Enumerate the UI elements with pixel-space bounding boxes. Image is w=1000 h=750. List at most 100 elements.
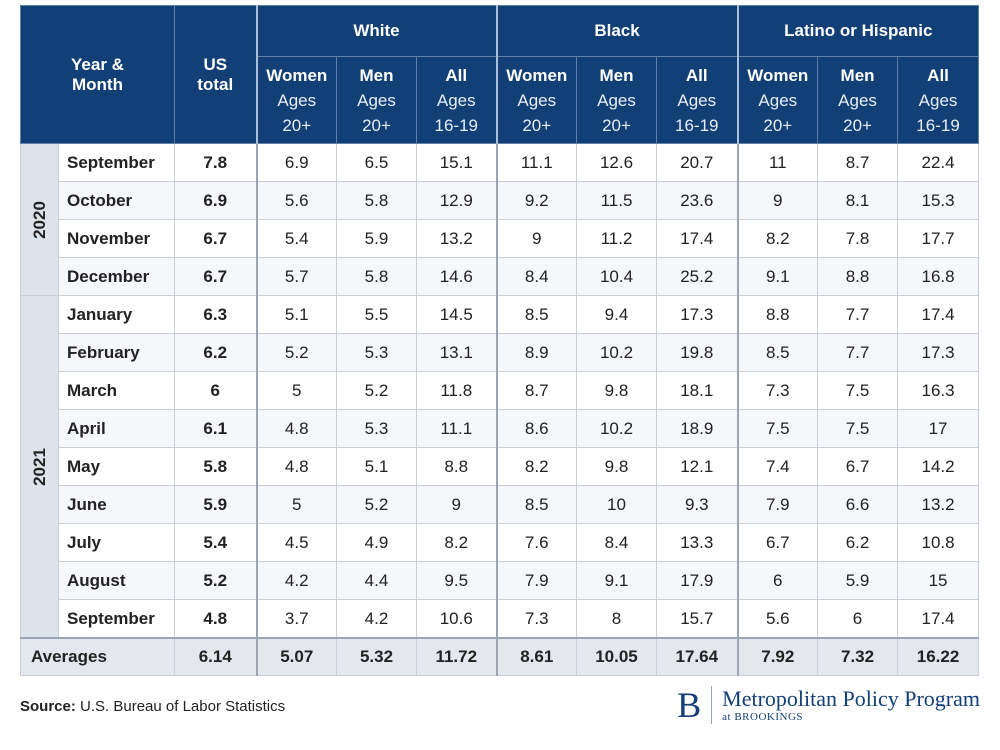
value-cell-white-all: 10.6 [416, 599, 497, 639]
value-cell-latino-all: 17.4 [897, 295, 980, 334]
value-cell-black-women: 8.5 [495, 295, 577, 334]
value-cell-black-men: 10.2 [576, 333, 657, 372]
subheader-label: Women [747, 65, 809, 85]
value-cell-white-all: 11.1 [416, 409, 497, 448]
value-cell-latino-women: 11 [736, 143, 819, 182]
value-cell-latino-men: 6.7 [817, 447, 899, 486]
value-cell-black-all: 19.8 [655, 333, 739, 372]
value-cell-latino-women: 7.9 [736, 485, 819, 524]
averages-us-total: 6.14 [174, 637, 257, 676]
value-cell-latino-men: 6.2 [817, 523, 899, 562]
value-cell-black-men: 10.4 [576, 257, 657, 296]
value-cell-latino-all: 15.3 [897, 181, 980, 220]
value-cell-latino-women: 5.6 [736, 599, 819, 639]
subheader-ages-word: Ages [597, 90, 636, 110]
value-cell-black-women: 8.4 [495, 257, 577, 296]
unemployment-table: Year & Month US total White Black Latino… [20, 5, 980, 676]
value-cell-white-women: 4.8 [255, 447, 337, 486]
source-label: Source: [20, 698, 76, 715]
subheader-black-all: All Ages 16-19 [655, 56, 739, 144]
value-cell-latino-all: 15 [897, 561, 980, 600]
subheader-ages-range: 20+ [843, 115, 872, 135]
subheader-ages-word: Ages [677, 90, 717, 110]
value-cell-black-all: 25.2 [655, 257, 739, 296]
subheader-ages-word: Ages [758, 90, 798, 110]
value-cell-white-men: 5.2 [336, 485, 417, 524]
value-cell-latino-women: 6 [736, 561, 819, 600]
table-row: September 4.8 3.7 4.2 10.6 7.3 8 15.7 5.6 6 17.4 [21, 599, 980, 639]
value-cell-white-men: 5.3 [336, 409, 417, 448]
value-cell-white-men: 5.8 [336, 257, 417, 296]
us-total-cell: 6.9 [174, 181, 257, 220]
value-cell-latino-all: 17.7 [897, 219, 980, 258]
value-cell-latino-women: 8.5 [736, 333, 819, 372]
value-cell-white-women: 3.7 [255, 599, 337, 639]
value-cell-latino-women: 9.1 [736, 257, 819, 296]
us-total-cell: 5.2 [174, 561, 257, 600]
month-cell: April [58, 409, 175, 448]
us-total-cell: 7.8 [174, 143, 257, 182]
subcolumn-header-row: Women Ages 20+ Men Ages 20+ All Ages 16-19 Women A… [21, 56, 980, 144]
value-cell-latino-all: 17 [897, 409, 980, 448]
subheader-ages-range: 16-19 [434, 115, 478, 135]
value-cell-black-all: 23.6 [655, 181, 739, 220]
subheader-black-women: Women Ages 20+ [495, 56, 577, 144]
value-cell-black-men: 10.2 [576, 409, 657, 448]
averages-cell-latino-all: 16.22 [897, 637, 980, 676]
value-cell-white-men: 5.1 [336, 447, 417, 486]
value-cell-white-all: 11.8 [416, 371, 497, 410]
subheader-ages-range: 16-19 [675, 115, 719, 135]
value-cell-black-women: 8.7 [495, 371, 577, 410]
value-cell-white-women: 4.8 [255, 409, 337, 448]
source-text: U.S. Bureau of Labor Statistics [80, 698, 286, 715]
value-cell-white-men: 5.2 [336, 371, 417, 410]
value-cell-white-women: 5.7 [255, 257, 337, 296]
value-cell-latino-all: 17.4 [897, 599, 980, 639]
unemployment-table-container: Year & Month US total White Black Latino… [20, 5, 980, 676]
value-cell-latino-women: 7.3 [736, 371, 819, 410]
subheader-white-all: All Ages 16-19 [416, 56, 497, 144]
value-cell-black-all: 20.7 [655, 143, 739, 182]
year-label-2020: 2020 [20, 143, 59, 296]
value-cell-latino-all: 16.3 [897, 371, 980, 410]
month-cell: June [58, 485, 175, 524]
averages-cell-latino-men: 7.32 [817, 637, 899, 676]
value-cell-black-all: 17.9 [655, 561, 739, 600]
month-cell: January [58, 295, 175, 334]
table-row: 2021 January 6.3 5.1 5.5 14.5 8.5 9.4 17.3 8.8 7.7… [20, 295, 980, 639]
table-row: December 6.7 5.7 5.8 14.6 8.4 10.4 25.2 9.1 8.8 16… [21, 257, 980, 296]
subheader-latino-men: Men Ages 20+ [817, 56, 899, 144]
value-cell-white-men: 4.2 [336, 599, 417, 639]
value-cell-black-women: 8.9 [495, 333, 577, 372]
value-cell-latino-men: 8.8 [817, 257, 899, 296]
subheader-label: Women [266, 65, 328, 85]
table-row: June 5.9 5 5.2 9 8.5 10 9.3 7.9 6.6 13.2 [21, 485, 980, 524]
subheader-ages-range: 20+ [362, 115, 391, 135]
value-cell-black-women: 8.5 [495, 485, 577, 524]
brookings-logo: B Metropolitan Policy Program at BROOKIN… [677, 686, 980, 724]
averages-row: Averages 6.14 5.07 5.32 11.72 8.61 10.05 17.6… [20, 637, 980, 676]
value-cell-white-men: 5.8 [336, 181, 417, 220]
year-month-header-line2: Month [72, 74, 123, 94]
subheader-ages-range: 20+ [522, 115, 552, 135]
value-cell-latino-all: 13.2 [897, 485, 980, 524]
value-cell-white-men: 6.5 [336, 143, 417, 182]
year-month-header-line1: Year & [71, 54, 124, 74]
subheader-label: Men [599, 65, 634, 85]
value-cell-white-all: 13.1 [416, 333, 497, 372]
us-total-cell: 5.4 [174, 523, 257, 562]
us-total-cell: 6.2 [174, 333, 257, 372]
value-cell-white-women: 5.4 [255, 219, 337, 258]
value-cell-black-women: 7.6 [495, 523, 577, 562]
averages-cell-white-women: 5.07 [255, 637, 337, 676]
subheader-label: All [445, 65, 468, 85]
month-cell: May [58, 447, 175, 486]
averages-cell-black-women: 8.61 [495, 637, 577, 676]
subheader-ages-range: 20+ [763, 115, 793, 135]
value-cell-white-women: 5.2 [255, 333, 337, 372]
table-row: February 6.2 5.2 5.3 13.1 8.9 10.2 19.8 8.5 7.7 17… [21, 333, 980, 372]
subheader-label: Men [359, 65, 394, 85]
source-note: Source: U.S. Bureau of Labor Statistics [20, 698, 285, 715]
value-cell-latino-women: 6.7 [736, 523, 819, 562]
value-cell-latino-men: 7.5 [817, 371, 899, 410]
